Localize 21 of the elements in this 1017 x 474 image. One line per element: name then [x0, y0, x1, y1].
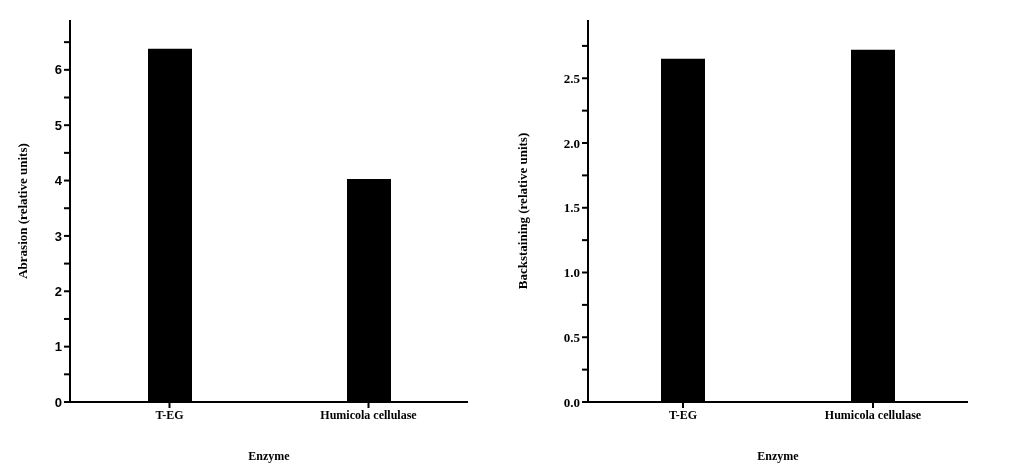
x-axis-title: Enzyme	[248, 449, 291, 463]
y-tick-label: 4	[54, 173, 63, 189]
x-tick-label: Humicola cellulase	[320, 407, 418, 422]
y-tick-label: 2	[54, 283, 62, 299]
x-axis-title: Enzyme	[757, 449, 800, 463]
y-tick-label: 0.5	[563, 329, 581, 345]
x-tick-label: T-EG	[668, 407, 698, 422]
text: 0.0	[563, 394, 580, 410]
x-tick-label: T-EG	[155, 407, 184, 422]
y-tick-label: 2.5	[563, 70, 581, 86]
y-tick-label: 5	[54, 117, 62, 133]
y-axis-title: Backstaining (relative units)	[514, 132, 530, 290]
y-tick-label: 3	[54, 228, 62, 244]
y-tick-label: 0	[54, 394, 62, 410]
y-axis-title: Abrasion (relative units)	[14, 143, 30, 279]
y-tick-label: 2.0	[563, 135, 580, 151]
y-tick-label: 1	[54, 339, 62, 355]
x-tick-label: Humicola cellulase	[824, 407, 922, 422]
y-tick-label: 1.0	[563, 265, 580, 281]
y-tick-label: 6	[54, 62, 62, 78]
y-tick-label: 1.5	[563, 200, 581, 216]
